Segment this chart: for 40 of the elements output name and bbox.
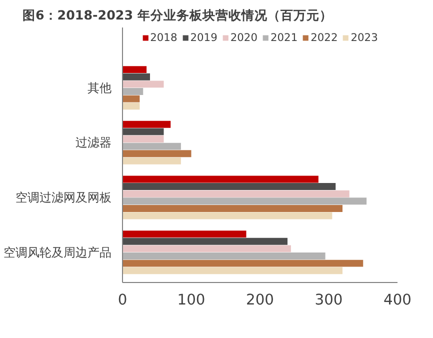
- bar: [122, 120, 171, 128]
- x-tick-label: 0: [118, 292, 128, 308]
- y-tick-label: 其他: [88, 80, 112, 95]
- bar: [122, 238, 288, 245]
- bar: [122, 267, 342, 274]
- y-tick-label: 过滤器: [76, 136, 112, 150]
- bar: [122, 128, 164, 136]
- legend-label: 2019: [190, 31, 218, 44]
- bar: [122, 230, 246, 238]
- y-tick-label: 空调过滤网及网板: [16, 190, 112, 204]
- bar: [122, 136, 164, 142]
- bar: [122, 252, 326, 260]
- bar: [122, 95, 140, 102]
- bar: [122, 198, 367, 205]
- bar: [122, 150, 192, 158]
- bar: [122, 204, 342, 212]
- x-tick-label: 200: [246, 292, 274, 308]
- bar: [122, 245, 291, 252]
- bar: [122, 102, 140, 110]
- x-tick-label: 100: [177, 292, 206, 308]
- bar: [122, 73, 150, 80]
- legend-label: 2018: [150, 31, 178, 44]
- x-tick-label: 300: [314, 292, 343, 308]
- bar: [122, 212, 332, 220]
- bar: [122, 88, 144, 95]
- legend-label: 2020: [230, 31, 258, 44]
- bar: [122, 142, 181, 150]
- bar: [122, 260, 364, 267]
- y-tick-label: 空调风轮及周边产品: [4, 245, 112, 260]
- bar: [122, 80, 164, 88]
- bar: [122, 176, 318, 183]
- bar: [122, 66, 147, 74]
- legend-label: 2021: [270, 31, 298, 44]
- chart-title: 图6：2018-2023 年分业务板块营收情况（百万元）: [22, 8, 332, 22]
- x-tick-label: 400: [384, 292, 412, 308]
- legend-label: 2023: [350, 31, 378, 44]
- legend-label: 2022: [310, 31, 338, 44]
- bar: [122, 183, 336, 190]
- bar: [122, 157, 181, 164]
- bar: [122, 190, 350, 198]
